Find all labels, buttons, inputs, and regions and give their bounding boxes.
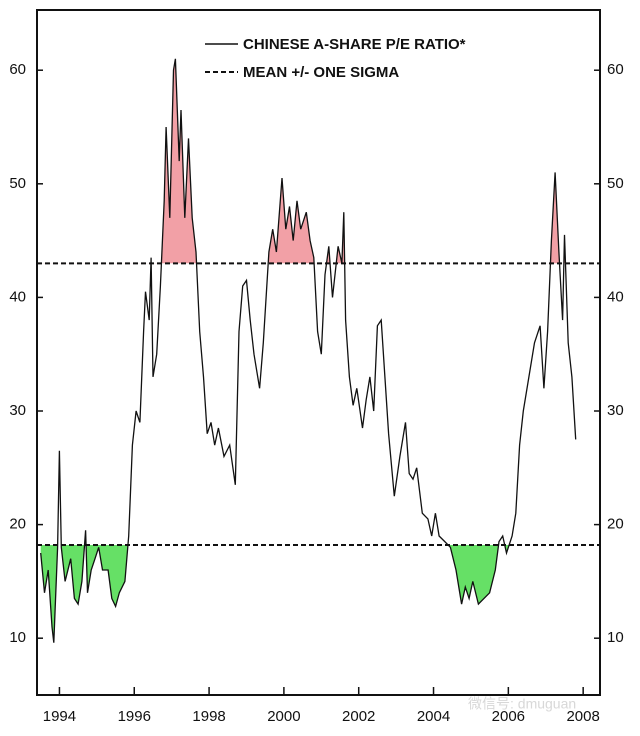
x-tick-label: 2004 [417, 708, 450, 725]
y2-tick-label: 30 [607, 402, 624, 419]
y2-tick-label: 60 [607, 61, 624, 78]
x-tick-label: 2000 [267, 708, 300, 725]
x-tick-label: 1996 [118, 708, 151, 725]
y-tick-label: 50 [9, 175, 26, 192]
y2-tick-label: 10 [607, 629, 624, 646]
x-tick-label: 2006 [492, 708, 525, 725]
x-tick-label: 2002 [342, 708, 375, 725]
x-tick-label: 1998 [192, 708, 225, 725]
pe-line [40, 58, 577, 643]
area-above [40, 58, 576, 264]
watermark: 微信号: dmuguan [468, 696, 576, 712]
area-below [40, 545, 576, 643]
y-tick-label: 40 [9, 288, 26, 305]
legend-label: MEAN +/- ONE SIGMA [243, 64, 399, 81]
y-tick-label: 20 [9, 516, 26, 533]
x-tick-label: 2008 [566, 708, 599, 725]
y-tick-label: 60 [9, 61, 26, 78]
legend-label: CHINESE A-SHARE P/E RATIO* [243, 36, 466, 53]
y2-tick-label: 40 [607, 288, 624, 305]
y2-tick-label: 50 [607, 175, 624, 192]
y-tick-label: 30 [9, 402, 26, 419]
plot-frame [36, 9, 601, 696]
y-tick-label: 10 [9, 629, 26, 646]
y2-tick-label: 20 [607, 516, 624, 533]
x-tick-label: 1994 [43, 708, 76, 725]
